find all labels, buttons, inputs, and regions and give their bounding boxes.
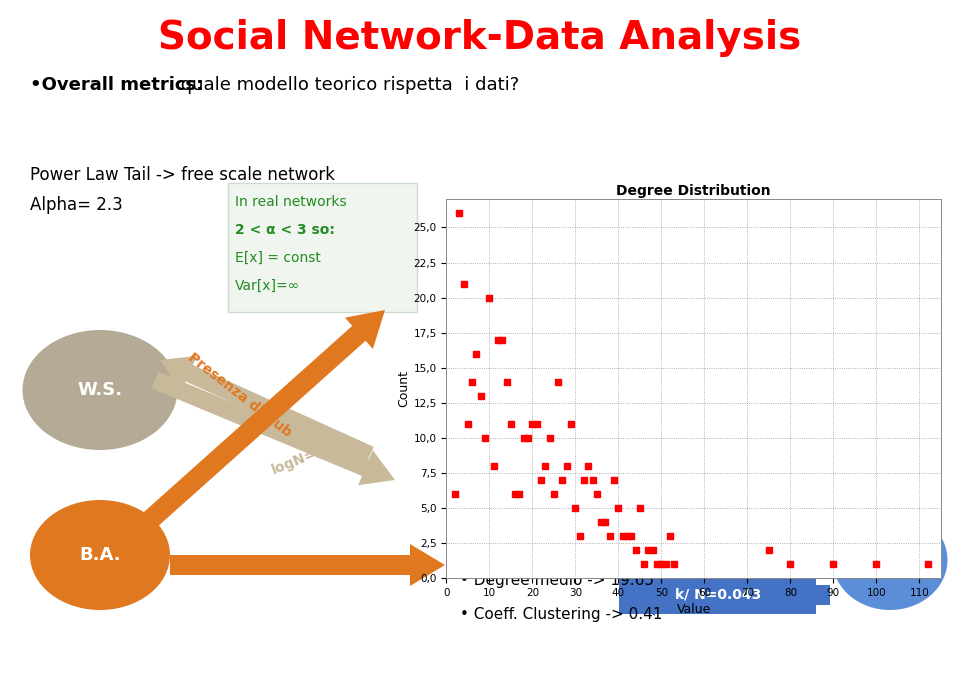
FancyArrow shape [143, 310, 385, 527]
Text: 2 < α < 3 so:: 2 < α < 3 so: [235, 223, 335, 237]
Point [607, 475, 622, 485]
Text: E.R.: E.R. [870, 551, 910, 569]
Point [534, 475, 549, 485]
Text: In real networks: In real networks [235, 195, 347, 209]
Point [662, 531, 678, 541]
Point [761, 545, 777, 556]
Point [572, 531, 588, 541]
Text: k/ N=0.043: k/ N=0.043 [675, 588, 761, 602]
Point [649, 558, 664, 569]
FancyBboxPatch shape [619, 576, 816, 614]
Point [550, 377, 565, 387]
Point [460, 418, 475, 429]
FancyBboxPatch shape [228, 183, 417, 312]
Point [491, 334, 506, 345]
Point [456, 278, 471, 289]
Point [921, 558, 936, 569]
Text: quale modello teorico rispetta  i dati?: quale modello teorico rispetta i dati? [175, 76, 519, 94]
Text: E[x] = const: E[x] = const [235, 251, 321, 265]
Point [593, 516, 609, 527]
Text: B.A.: B.A. [79, 546, 121, 564]
Point [567, 502, 583, 513]
Point [869, 558, 884, 569]
Point [598, 516, 613, 527]
Point [494, 334, 510, 345]
Point [529, 418, 544, 429]
Point [512, 489, 527, 500]
Point [564, 418, 579, 429]
Point [633, 502, 648, 513]
Text: W.S.: W.S. [78, 381, 123, 399]
Point [546, 489, 562, 500]
Point [645, 545, 660, 556]
Text: • Diametro -> 6: • Diametro -> 6 [460, 502, 583, 518]
Point [602, 531, 617, 541]
Point [477, 433, 492, 443]
Ellipse shape [832, 510, 948, 610]
Ellipse shape [22, 330, 178, 450]
Point [628, 545, 643, 556]
Point [615, 531, 631, 541]
Point [525, 418, 540, 429]
Text: Power Law Tail -> free scale network: Power Law Tail -> free scale network [30, 166, 335, 184]
Point [826, 558, 841, 569]
Point [541, 433, 557, 443]
FancyArrow shape [620, 574, 830, 616]
Y-axis label: Count: Count [397, 370, 411, 407]
FancyArrow shape [170, 544, 445, 586]
Text: • Degree medio -> 19.65: • Degree medio -> 19.65 [460, 573, 654, 587]
Text: • Path medio -> 2.73: • Path medio -> 2.73 [460, 537, 622, 552]
FancyArrow shape [160, 356, 373, 463]
Point [473, 390, 489, 401]
Text: Alpha= 2.3: Alpha= 2.3 [30, 196, 123, 214]
Point [589, 489, 605, 500]
Point [640, 545, 656, 556]
Point [658, 558, 673, 569]
Text: logN^2/N=0.015: logN^2/N=0.015 [235, 536, 365, 550]
Point [465, 377, 480, 387]
FancyArrow shape [152, 372, 395, 485]
Point [482, 292, 497, 303]
Point [624, 531, 639, 541]
FancyArrow shape [620, 509, 830, 551]
Point [782, 558, 798, 569]
FancyBboxPatch shape [619, 511, 816, 549]
Point [486, 460, 501, 471]
Point [520, 433, 536, 443]
X-axis label: Value: Value [677, 603, 710, 617]
Text: logN=2.65: logN=2.65 [270, 433, 350, 477]
Ellipse shape [30, 500, 170, 610]
Point [559, 460, 574, 471]
Point [636, 558, 652, 569]
Point [499, 377, 515, 387]
Point [581, 460, 596, 471]
Title: Degree Distribution: Degree Distribution [616, 185, 771, 198]
Point [468, 348, 484, 359]
Point [516, 433, 532, 443]
Point [619, 531, 635, 541]
Point [451, 208, 467, 219]
Point [508, 489, 523, 500]
Point [447, 489, 463, 500]
Point [654, 558, 669, 569]
Point [503, 418, 518, 429]
Point [585, 475, 600, 485]
Text: • Coeff. Clustering -> 0.41: • Coeff. Clustering -> 0.41 [460, 608, 662, 623]
Text: •Overall metrics:: •Overall metrics: [30, 76, 204, 94]
Text: Presenza di Hub: Presenza di Hub [185, 350, 295, 439]
Text: Social Network-Data Analysis: Social Network-Data Analysis [158, 19, 802, 57]
Point [666, 558, 682, 569]
Point [576, 475, 591, 485]
Point [555, 475, 570, 485]
Text: Var[x]=∞: Var[x]=∞ [235, 279, 300, 293]
Point [611, 502, 626, 513]
Point [538, 460, 553, 471]
Text: LogN/ LogK=2.05: LogN/ LogK=2.05 [651, 523, 785, 537]
